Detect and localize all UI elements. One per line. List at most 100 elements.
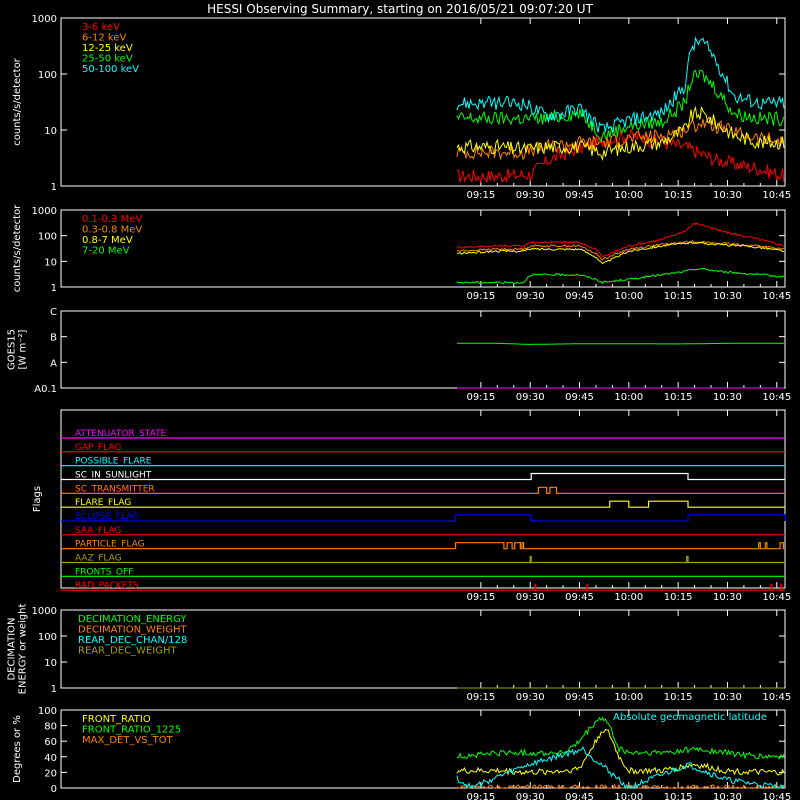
low-energy-xtick-label-0: 09:15: [466, 190, 495, 201]
series-low-energy-4: [456, 36, 785, 133]
goes-ytick-label-2: B: [50, 333, 57, 344]
flags-xtick-label-4: 10:15: [664, 592, 693, 603]
decimation-xtick-label-1: 09:30: [516, 692, 545, 703]
flags-xtick-label-0: 09:15: [466, 592, 495, 603]
flag-label-5: FLARE_FLAG: [75, 498, 131, 508]
ratios-xtick-label-3: 10:00: [614, 792, 643, 800]
legend-high-energy-3: 7-20 MeV: [82, 246, 130, 257]
ratios-ytick-label-3: 60: [44, 737, 57, 748]
decimation-xtick-label-6: 10:45: [762, 692, 791, 703]
flag-label-7: SAA_FLAG: [75, 526, 121, 536]
high-energy-xtick-label-6: 10:45: [762, 291, 791, 302]
series-ratios-1: [456, 716, 785, 760]
panel-goes: 09:15 09:30 09:45 10:00 10:15 10:30 10:45 A0.1 A…: [7, 307, 792, 403]
low-energy-xtick-label-1: 09:30: [516, 190, 545, 201]
legend-decimation-3: REAR_DEC_WEIGHT: [78, 646, 177, 657]
decimation-ylabel-0: DECIMATION: [7, 617, 18, 680]
decimation-xtick-label-2: 09:45: [565, 692, 594, 703]
high-energy-ylabel-0: counts/s/detector: [12, 204, 23, 292]
series-low-energy-3: [456, 69, 785, 142]
panel-high-energy: 09:15 09:30 09:45 10:00 10:15 10:30 10:45 1 10 10…: [12, 204, 791, 302]
flag-label-1: GAP_FLAG: [75, 443, 121, 453]
panel-low-energy: 09:15 09:30 09:45 10:00 10:15 10:30 10:45 1 10 10…: [12, 14, 791, 201]
low-energy-xtick-label-5: 10:30: [713, 190, 742, 201]
ratios-xtick-label-2: 09:45: [565, 792, 594, 800]
flag-label-3: SC_IN_SUNLIGHT: [75, 471, 152, 481]
flags-frame: [60, 409, 786, 589]
ratios-ytick-label-2: 40: [44, 753, 57, 764]
flag-label-2: POSSIBLE_FLARE: [75, 457, 152, 467]
decimation-ytick-label-0: 1: [51, 684, 57, 695]
series-goes-1: [457, 342, 784, 345]
low-energy-xtick-label-3: 10:00: [614, 190, 643, 201]
flag-label-11: BAD_PACKETS: [75, 581, 139, 591]
legend-high-energy-2: 0.8-7 MeV: [82, 235, 133, 246]
low-energy-ytick-label-1: 10: [44, 126, 57, 137]
goes-xtick-label-0: 09:15: [466, 392, 495, 403]
high-energy-frame: [60, 209, 786, 288]
flags-xtick-label-2: 09:45: [565, 592, 594, 603]
flag-label-0: ATTENUATOR_STATE: [75, 429, 167, 439]
flag-trace-9: [61, 555, 785, 564]
ratios-ytick-label-5: 100: [38, 706, 57, 717]
ratios-ytick-label-0: 0: [51, 784, 57, 795]
decimation-ytick-label-1: 10: [44, 658, 57, 669]
legend-high-energy-0: 0.1-0.3 MeV: [82, 214, 142, 225]
flag-trace-3: [61, 472, 785, 481]
series-high-energy-3: [456, 267, 785, 285]
flag-label-6: ECLIPSE_FLAG: [75, 512, 139, 522]
low-energy-xtick-label-2: 09:45: [565, 190, 594, 201]
flag-trace-8: [61, 542, 785, 550]
decimation-xtick-label-4: 10:15: [664, 692, 693, 703]
high-energy-xtick-label-3: 10:00: [614, 291, 643, 302]
panel-ratios: 09:15 09:30 09:45 10:00 10:15 10:30 10:45 0 20 40…: [12, 706, 791, 800]
flag-trace-4: [61, 486, 785, 494]
goes-xtick-label-5: 10:30: [713, 392, 742, 403]
ratios-xtick-label-6: 10:45: [762, 792, 791, 800]
flag-trace-11: [61, 583, 785, 591]
panels-group: 09:15 09:30 09:45 10:00 10:15 10:30 10:45 1 10 10…: [7, 14, 792, 800]
ratios-ytick-label-4: 80: [44, 722, 57, 733]
legend-low-energy-1: 6-12 keV: [82, 33, 126, 44]
ratios-xtick-label-1: 09:30: [516, 792, 545, 800]
series-high-energy-2: [456, 241, 785, 265]
legend-low-energy-0: 3-6 keV: [82, 22, 120, 33]
panel-decimation: 09:15 09:30 09:45 10:00 10:15 10:30 10:45 1 10 10…: [7, 604, 792, 703]
decimation-xtick-label-0: 09:15: [466, 692, 495, 703]
flag-label-4: SC_TRANSMITTER: [75, 484, 155, 494]
goes-ylabel-0: GOES15: [7, 329, 18, 370]
decimation-ytick-label-2: 100: [38, 632, 57, 643]
legend-decimation-1: DECIMATION_WEIGHT: [78, 625, 187, 636]
legend-high-energy-1: 0.3-0.8 MeV: [82, 225, 142, 236]
legend-ratios-2: MAX_DET_VS_TOT: [82, 735, 174, 746]
goes-xtick-label-6: 10:45: [762, 392, 791, 403]
legend-decimation-0: DECIMATION_ENERGY: [78, 614, 187, 625]
high-energy-ytick-label-2: 100: [38, 232, 57, 243]
panel-flags: 09:15 09:30 09:45 10:00 10:15 10:30 10:45 ATTEN…: [32, 409, 791, 603]
figure-title: HESSI Observing Summary, starting on 201…: [207, 2, 593, 16]
low-energy-xtick-label-4: 10:15: [664, 190, 693, 201]
goes-ytick-label-3: C: [50, 307, 57, 318]
flag-label-10: FRONTS_OFF: [75, 567, 133, 577]
flag-label-9: AAZ_FLAG: [75, 554, 122, 564]
goes-xtick-label-3: 10:00: [614, 392, 643, 403]
high-energy-xtick-label-0: 09:15: [466, 291, 495, 302]
decimation-xtick-label-3: 10:00: [614, 692, 643, 703]
ratios-ytick-label-1: 20: [44, 768, 57, 779]
flags-xtick-label-6: 10:45: [762, 592, 791, 603]
goes-frame: [60, 310, 786, 389]
legend-low-energy-2: 12-25 keV: [82, 43, 133, 54]
flags-xtick-label-5: 10:30: [713, 592, 742, 603]
high-energy-xtick-label-1: 09:30: [516, 291, 545, 302]
flags-ylabel-0: Flags: [32, 486, 43, 512]
legend-low-energy-4: 50-100 keV: [82, 64, 139, 75]
low-energy-ylabel-0: counts/s/detector: [12, 57, 23, 145]
decimation-ytick-label-3: 1000: [32, 606, 57, 617]
goes-xtick-label-4: 10:15: [664, 392, 693, 403]
flag-trace-5: [61, 500, 785, 508]
goes-ytick-label-0: A0.1: [34, 384, 57, 395]
legend-ratios-0: FRONT_RATIO: [82, 714, 151, 725]
ratios-frame: [60, 709, 786, 789]
ratios-xtick-label-4: 10:15: [664, 792, 693, 800]
